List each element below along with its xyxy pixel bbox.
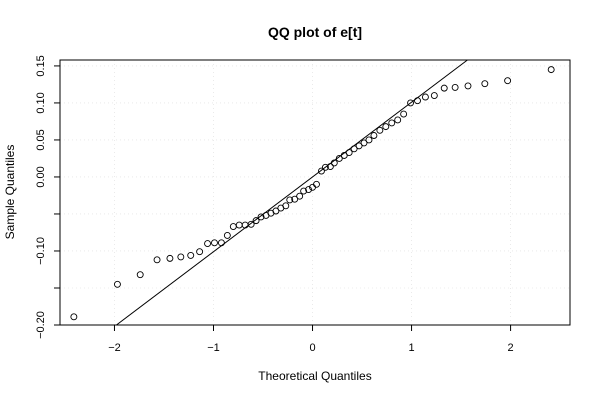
qq-point-47 (407, 99, 415, 107)
qq-point-32 (326, 163, 334, 171)
qq-point-41 (370, 132, 378, 139)
qq-point-36 (345, 149, 353, 156)
qq-point-27 (305, 186, 313, 193)
points-layer (70, 66, 555, 321)
qq-point-24 (291, 195, 299, 203)
x-axis-label: Theoretical Quantiles (258, 369, 371, 383)
qq-point-55 (504, 77, 512, 85)
qq-point-44 (388, 119, 396, 127)
qq-point-23 (286, 196, 294, 204)
x-tick-label-3: 1 (408, 342, 414, 354)
qq-point-15 (247, 220, 255, 228)
y-axis: −0.20 −0.10 0.00 0.05 0.10 0.15 (35, 55, 60, 339)
y-tick-label-0: −0.20 (35, 311, 47, 339)
qq-point-49 (421, 93, 429, 101)
qq-point-51 (440, 84, 448, 92)
qq-point-11 (223, 231, 231, 239)
qq-point-33 (330, 159, 338, 167)
qq-point-7 (196, 248, 204, 256)
y-tick-label-7: 0.15 (35, 55, 47, 76)
qq-point-42 (376, 126, 384, 134)
qq-point-46 (400, 110, 408, 118)
qq-point-20 (272, 207, 280, 215)
y-axis-label: Sample Quantiles (3, 145, 17, 240)
qq-point-40 (365, 136, 373, 144)
qq-point-53 (464, 82, 472, 90)
reference-line-layer (116, 59, 468, 326)
x-axis: −2 −1 0 1 2 (108, 325, 514, 354)
qq-point-31 (321, 163, 329, 171)
qq-point-43 (382, 123, 390, 131)
qq-point-5 (177, 253, 185, 261)
y-tick-label-5: 0.05 (35, 129, 47, 150)
qq-point-56 (547, 66, 555, 74)
qq-point-9 (211, 239, 218, 247)
qq-point-10 (217, 239, 225, 247)
qq-point-29 (313, 180, 320, 188)
qq-point-48 (414, 97, 421, 105)
qq-point-16 (252, 217, 260, 225)
qq-point-52 (451, 83, 459, 91)
qq-point-26 (300, 187, 308, 195)
qq-point-3 (153, 256, 161, 264)
qq-point-2 (136, 271, 144, 279)
qq-point-30 (317, 167, 325, 175)
qq-point-17 (257, 213, 265, 221)
qq-point-0 (70, 313, 78, 321)
qq-point-50 (430, 92, 438, 99)
qq-point-8 (204, 240, 212, 248)
qq-point-38 (355, 142, 363, 150)
qq-point-25 (296, 192, 304, 200)
qq-point-37 (350, 145, 358, 153)
plot-frame (59, 59, 571, 326)
qq-point-6 (187, 251, 195, 259)
y-tick-label-4: 0.00 (35, 166, 47, 187)
qq-point-4 (166, 254, 174, 262)
qq-point-54 (481, 80, 489, 88)
reference-line (116, 59, 468, 326)
qq-point-22 (282, 202, 290, 210)
qq-point-1 (113, 280, 121, 288)
qq-point-35 (340, 152, 348, 159)
x-tick-label-0: −2 (108, 342, 121, 354)
qq-point-34 (335, 154, 343, 162)
chart-title: QQ plot of e[t] (268, 24, 362, 40)
y-tick-label-2: −0.10 (35, 237, 47, 265)
qq-point-39 (360, 139, 368, 147)
x-tick-label-4: 2 (508, 342, 514, 354)
x-tick-label-2: 0 (309, 342, 315, 354)
qq-point-45 (394, 116, 402, 124)
y-tick-label-6: 0.10 (35, 92, 47, 113)
x-tick-label-1: −1 (207, 342, 220, 354)
